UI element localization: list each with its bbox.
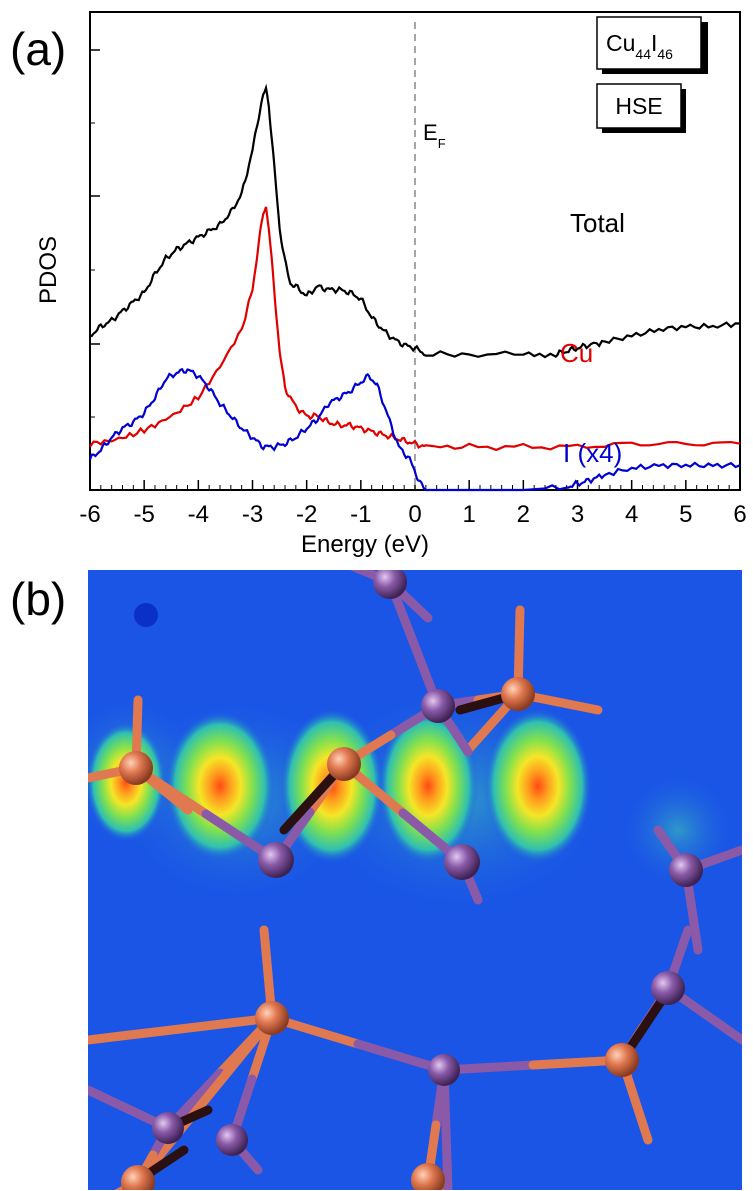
fermi-level-label: EF	[423, 120, 446, 151]
series-label: Total	[570, 208, 625, 238]
x-tick-label: 0	[408, 501, 421, 528]
legend-method-text: HSE	[615, 93, 662, 119]
x-tick-label: -2	[296, 501, 317, 528]
density-spot	[134, 603, 158, 627]
x-tick-label: 6	[733, 501, 746, 528]
x-tick-label: 2	[517, 501, 530, 528]
i-atom	[258, 842, 294, 878]
bond-stub	[132, 695, 143, 739]
bond-stub	[448, 724, 473, 757]
bond-stub	[709, 845, 742, 865]
bond-stub	[259, 925, 273, 979]
x-tick-label: -4	[188, 501, 209, 528]
density-lobe	[165, 711, 275, 861]
bond-stub	[700, 1009, 742, 1045]
atoms	[119, 570, 703, 1190]
bond-stub	[157, 784, 193, 815]
cu-atom	[327, 747, 361, 781]
bond-stub	[88, 1085, 133, 1114]
bond-stub	[465, 876, 483, 905]
i-atom	[669, 853, 703, 887]
legend-system-text: Cu44I46	[606, 30, 673, 62]
pdos-chart: -6 -5 -4 -3 -2 -1 0 1 2 3 4 5 6 Energy (eV) PDOS EF Tota…	[35, 11, 747, 558]
i-atom	[421, 689, 455, 723]
bond-stub	[404, 595, 433, 623]
panel-a-label: (a)	[10, 23, 67, 75]
bond	[200, 1013, 277, 1105]
cu-atom	[605, 1043, 639, 1077]
i-atom	[216, 1124, 248, 1156]
x-tick-label: 4	[625, 501, 638, 528]
bond-stub	[88, 768, 117, 783]
density-lobe	[378, 708, 478, 864]
x-tick-label: 1	[462, 501, 475, 528]
x-tick-label: 3	[571, 501, 584, 528]
series-line	[89, 83, 741, 359]
bond-stub	[673, 925, 693, 964]
legend-box-method	[596, 83, 682, 129]
cu-atom	[411, 1163, 445, 1190]
cu-atom	[501, 677, 535, 711]
series-line	[89, 206, 741, 452]
cu-atom	[121, 1165, 155, 1190]
legend-box-system	[596, 16, 702, 70]
i-atom	[373, 570, 407, 599]
bond-stub	[240, 1150, 263, 1175]
bond-stub	[463, 717, 498, 755]
bond-stub	[553, 697, 603, 715]
bond-stub	[514, 605, 525, 657]
cu-atom	[119, 751, 153, 785]
series-label: Cu	[560, 338, 593, 368]
x-axis-label: Energy (eV)	[301, 531, 429, 558]
i-atom	[428, 1054, 460, 1086]
x-tick-label: -3	[242, 501, 263, 528]
bond-stub	[687, 905, 703, 955]
charge-density-svg	[88, 570, 742, 1190]
x-tick-label: -1	[350, 501, 371, 528]
i-atom	[651, 971, 685, 1005]
x-tick-label: 5	[679, 501, 692, 528]
i-atom	[152, 1112, 184, 1144]
bond-stub	[653, 825, 677, 855]
x-tick-label: -6	[79, 501, 100, 528]
series-label: I (x4)	[563, 438, 622, 468]
charge-density-image	[88, 570, 742, 1190]
density-lobe	[484, 708, 592, 864]
series-line	[88, 367, 741, 492]
cu-atom	[255, 1001, 289, 1035]
y-axis-label: PDOS	[35, 236, 62, 304]
bond-stub	[630, 1095, 653, 1145]
panel-b-label: (b)	[10, 573, 67, 625]
bond-stub	[441, 1125, 453, 1190]
x-tick-label: -5	[133, 501, 154, 528]
i-atom	[444, 844, 480, 880]
bond-stub	[88, 1024, 185, 1045]
